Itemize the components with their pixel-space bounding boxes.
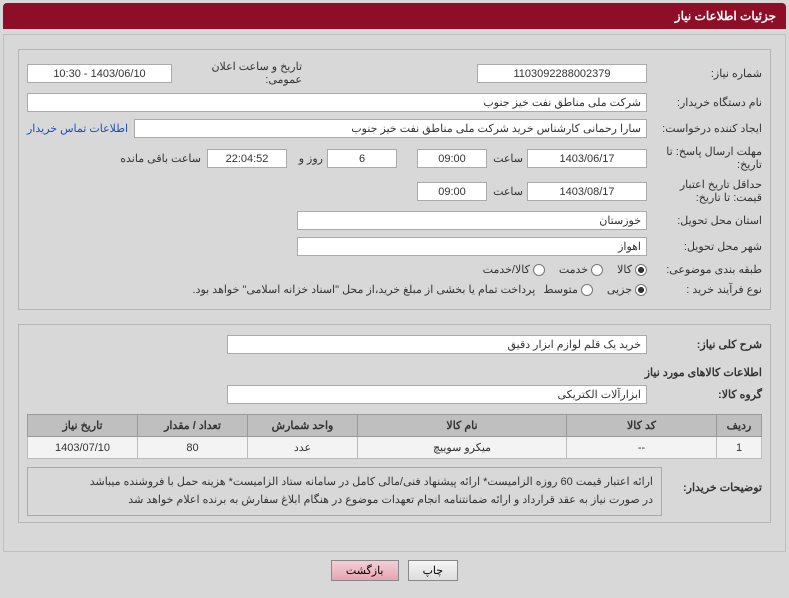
th-unit: واحد شمارش: [248, 415, 358, 437]
announce-label: تاریخ و ساعت اعلان عمومی:: [172, 60, 302, 86]
requester-value: سارا رحمانی کارشناس خرید شرکت ملی مناطق …: [134, 119, 647, 138]
th-code: کد کالا: [567, 415, 717, 437]
td-name: میکرو سوییچ: [358, 437, 567, 459]
requester-label: ایجاد کننده درخواست:: [647, 122, 762, 135]
group-value: ابزارآلات الکتریکی: [227, 385, 647, 404]
radio-partial[interactable]: [635, 284, 647, 296]
group-label: گروه کالا:: [647, 388, 762, 401]
min-valid-hour: 09:00: [417, 182, 487, 201]
td-code: --: [567, 437, 717, 459]
buyer-contact-link[interactable]: اطلاعات تماس خریدار: [27, 122, 128, 135]
process-radio-group: جزیی متوسط: [543, 283, 647, 296]
city-value: اهواز: [297, 237, 647, 256]
hour-label-1: ساعت: [487, 152, 527, 165]
time-remaining: 22:04:52: [207, 149, 287, 168]
buyer-org-label: نام دستگاه خریدار:: [647, 96, 762, 109]
th-date: تاریخ نیاز: [28, 415, 138, 437]
province-value: خوزستان: [297, 211, 647, 230]
remaining-label: ساعت باقی مانده: [120, 152, 201, 165]
th-name: نام کالا: [358, 415, 567, 437]
td-row-num: 1: [717, 437, 762, 459]
page-title: جزئیات اطلاعات نیاز: [3, 3, 786, 29]
general-desc-value: خرید یک قلم لوازم ابزار دقیق: [227, 335, 647, 354]
goods-section: شرح کلی نیاز: خرید یک قلم لوازم ابزار دق…: [18, 324, 771, 523]
radio-goods-service-label: کالا/خدمت: [483, 263, 530, 276]
radio-service-label: خدمت: [559, 263, 588, 276]
goods-table: ردیف کد کالا نام کالا واحد شمارش تعداد /…: [27, 414, 762, 459]
th-row-num: ردیف: [717, 415, 762, 437]
radio-partial-label: جزیی: [607, 283, 632, 296]
deadline-hour: 09:00: [417, 149, 487, 168]
td-unit: عدد: [248, 437, 358, 459]
deadline-date: 1403/06/17: [527, 149, 647, 168]
radio-goods-label: کالا: [617, 263, 632, 276]
info-section: شماره نیاز: 1103092288002379 تاریخ و ساع…: [18, 49, 771, 310]
city-label: شهر محل تحویل:: [647, 240, 762, 253]
back-button[interactable]: بازگشت: [331, 560, 399, 581]
buyer-notes-line2: در صورت نیاز به عقد قرارداد و ارائه ضمان…: [36, 492, 653, 510]
buyer-notes-box: ارائه اعتبار قیمت 60 روزه الزامیست* ارائ…: [27, 467, 662, 516]
table-row: 1 -- میکرو سوییچ عدد 80 1403/07/10: [28, 437, 762, 459]
buyer-notes-line1: ارائه اعتبار قیمت 60 روزه الزامیست* ارائ…: [36, 474, 653, 492]
need-number-value: 1103092288002379: [477, 64, 647, 83]
min-valid-label: حداقل تاریخ اعتبار قیمت: تا تاریخ:: [647, 178, 762, 204]
td-date: 1403/07/10: [28, 437, 138, 459]
content-frame: شماره نیاز: 1103092288002379 تاریخ و ساع…: [3, 34, 786, 552]
general-desc-label: شرح کلی نیاز:: [647, 338, 762, 351]
buyer-org-value: شرکت ملی مناطق نفت خیز جنوب: [27, 93, 647, 112]
buyer-notes-label: توضیحات خریدار:: [662, 467, 762, 516]
announce-value: 1403/06/10 - 10:30: [27, 64, 172, 83]
radio-medium-label: متوسط: [543, 283, 578, 296]
table-header-row: ردیف کد کالا نام کالا واحد شمارش تعداد /…: [28, 415, 762, 437]
need-number-label: شماره نیاز:: [647, 67, 762, 80]
td-qty: 80: [138, 437, 248, 459]
radio-goods-service[interactable]: [533, 264, 545, 276]
province-label: استان محل تحویل:: [647, 214, 762, 227]
hour-label-2: ساعت: [487, 185, 527, 198]
print-button[interactable]: چاپ: [408, 560, 459, 581]
category-radio-group: کالا خدمت کالا/خدمت: [483, 263, 647, 276]
radio-goods[interactable]: [635, 264, 647, 276]
buy-process-label: نوع فرآیند خرید :: [647, 283, 762, 296]
payment-note: پرداخت تمام یا بخشی از مبلغ خرید،از محل …: [27, 283, 543, 296]
min-valid-date: 1403/08/17: [527, 182, 647, 201]
radio-service[interactable]: [591, 264, 603, 276]
category-label: طبقه بندی موضوعی:: [647, 263, 762, 276]
days-remaining: 6: [327, 149, 397, 168]
deadline-label: مهلت ارسال پاسخ: تا تاریخ:: [647, 145, 762, 171]
days-label: روز و: [287, 152, 327, 165]
radio-medium[interactable]: [581, 284, 593, 296]
button-row: چاپ بازگشت: [3, 560, 786, 581]
th-qty: تعداد / مقدار: [138, 415, 248, 437]
goods-info-title: اطلاعات کالاهای مورد نیاز: [27, 366, 762, 379]
